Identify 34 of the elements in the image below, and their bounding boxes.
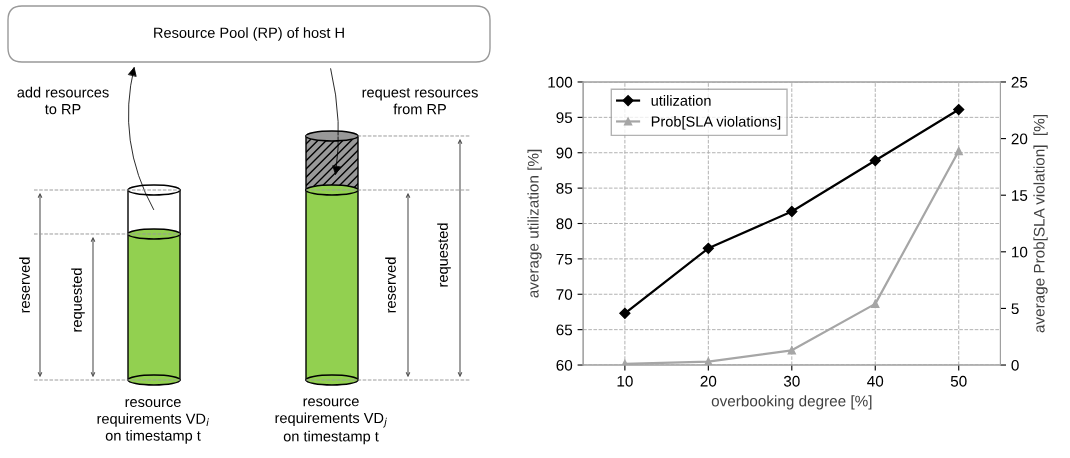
y-tick-label: 70 bbox=[556, 289, 573, 300]
text: requested bbox=[71, 268, 85, 332]
y-tick-label: 60 bbox=[556, 359, 573, 371]
x-tick-label: 30 bbox=[783, 375, 800, 387]
y-axis-title: average utilization [%] bbox=[527, 149, 542, 298]
legend-label: utilization bbox=[651, 95, 711, 106]
y2-tick-label: 25 bbox=[1011, 76, 1028, 88]
y-tick-label: 75 bbox=[556, 253, 573, 265]
y-tick-label: 65 bbox=[556, 324, 573, 336]
y2-tick-label: 20 bbox=[1011, 133, 1028, 145]
y2-tick-label: 15 bbox=[1012, 190, 1028, 201]
y-tick-label: 85 bbox=[556, 182, 573, 194]
y2-tick-label: 0 bbox=[1011, 359, 1019, 371]
text: request resources from RP bbox=[362, 87, 478, 115]
text: Resource Pool (RP) of host H bbox=[154, 27, 344, 41]
x-tick-label: 40 bbox=[867, 375, 884, 387]
x-tick-label: 10 bbox=[617, 375, 633, 387]
text: resource requirements VD$_{i}$ on timestamp t bbox=[97, 399, 209, 444]
y-tick-label: 100 bbox=[548, 76, 573, 88]
y2-tick-label: 10 bbox=[1012, 246, 1028, 258]
x-tick-label: 50 bbox=[950, 375, 967, 387]
text: add resources to RP bbox=[17, 86, 109, 115]
text: reserved bbox=[385, 257, 396, 313]
text: requested bbox=[437, 223, 451, 287]
y-tick-label: 90 bbox=[556, 147, 573, 159]
legend-label: Prob[SLA violations] bbox=[651, 115, 781, 130]
y-tick-label: 80 bbox=[556, 218, 573, 230]
y2-axis-title: average Prob[SLA violation] [%] bbox=[1033, 115, 1048, 333]
x-axis-title: overbooking degree [%] bbox=[711, 395, 872, 410]
y-tick-label: 95 bbox=[556, 112, 573, 124]
text: resource requirements VD$_{j}$ on timestamp t bbox=[275, 398, 387, 445]
x-tick-label: 20 bbox=[700, 375, 717, 387]
y2-tick-label: 5 bbox=[1011, 303, 1019, 315]
text: reserved bbox=[19, 257, 30, 313]
